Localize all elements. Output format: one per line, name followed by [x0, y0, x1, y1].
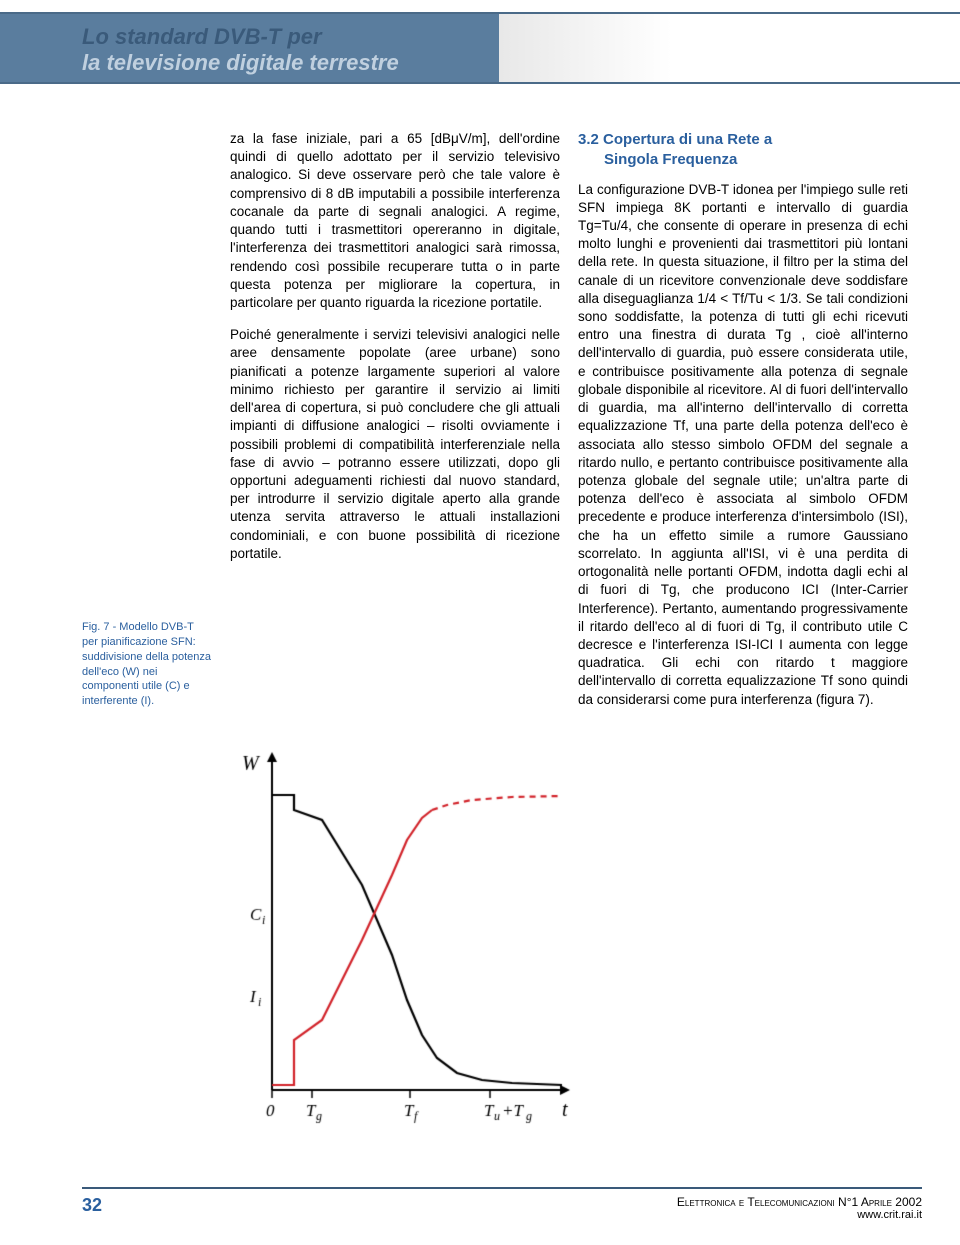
section-title-l1: Copertura di una Rete a — [603, 131, 772, 148]
figure-7-canvas — [222, 740, 582, 1130]
journal-url: www.crit.rai.it — [677, 1209, 922, 1221]
figure-caption: Fig. 7 - Modello DVB-T per pianificazion… — [82, 620, 212, 709]
footer-right: Elettronica e Telecomunicazioni N°1 Apri… — [677, 1195, 922, 1221]
paragraph-1: za la fase iniziale, pari a 65 [dBμV/m],… — [230, 130, 560, 312]
left-column: Fig. 7 - Modello DVB-T per pianificazion… — [82, 130, 212, 709]
right-column: 3.2 Copertura di una Rete a Singola Freq… — [578, 130, 908, 709]
section-heading: 3.2 Copertura di una Rete a Singola Freq… — [578, 130, 908, 171]
section-number: 3.2 — [578, 131, 599, 148]
page-header: Lo standard DVB-T per la televisione dig… — [0, 12, 960, 84]
header-line-1: Lo standard DVB-T per — [82, 24, 960, 50]
content-area: Fig. 7 - Modello DVB-T per pianificazion… — [82, 130, 922, 709]
paragraph-2: Poiché generalmente i servizi televisivi… — [230, 326, 560, 563]
header-line-2: la televisione digitale terrestre — [82, 50, 960, 76]
page-number: 32 — [82, 1195, 102, 1221]
journal-name: Elettronica e Telecomunicazioni N°1 Apri… — [677, 1195, 922, 1209]
page-footer: 32 Elettronica e Telecomunicazioni N°1 A… — [82, 1187, 922, 1221]
figure-7 — [222, 740, 582, 1130]
section-title-l2: Singola Frequenza — [578, 150, 908, 170]
middle-column: za la fase iniziale, pari a 65 [dBμV/m],… — [230, 130, 560, 709]
section-body: La configurazione DVB-T idonea per l'imp… — [578, 181, 908, 709]
